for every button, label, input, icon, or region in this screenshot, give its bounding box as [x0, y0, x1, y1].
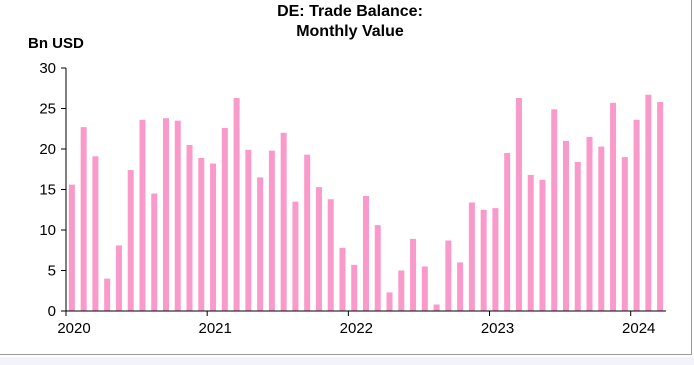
bar-2022-04: [386, 292, 393, 311]
bar-2024-02: [645, 94, 652, 311]
y-tick-label-0: 0: [48, 303, 56, 320]
x-tick-label-2021: 2021: [198, 320, 231, 337]
y-axis-label: Bn USD: [28, 35, 84, 52]
bar-2021-01: [210, 163, 217, 311]
bar-2021-04: [245, 149, 252, 311]
chart-title-line-1: DE: Trade Balance:: [277, 3, 423, 20]
bar-2020-07: [139, 119, 146, 311]
bar-2023-06: [551, 109, 558, 311]
bar-2024-03: [657, 102, 664, 312]
bar-2022-03: [374, 225, 381, 311]
bar-2023-08: [574, 161, 581, 311]
bar-2020-08: [151, 193, 158, 311]
bar-2022-11: [468, 202, 475, 311]
bar-2021-07: [280, 132, 287, 311]
bar-2023-03: [515, 97, 522, 311]
y-tick-label-20: 20: [39, 141, 56, 158]
y-tick-label-25: 25: [39, 101, 56, 118]
bar-2020-11: [186, 144, 193, 311]
bar-2021-08: [292, 201, 299, 311]
bar-2022-06: [410, 238, 417, 311]
bar-2022-02: [363, 195, 369, 311]
bar-2020-01: [68, 184, 75, 311]
bar-2023-04: [527, 174, 534, 311]
y-tick-label-10: 10: [39, 222, 56, 239]
bar-2020-03: [92, 156, 99, 311]
y-tick-label-15: 15: [39, 182, 56, 199]
bar-2023-09: [586, 136, 593, 311]
bar-2020-05: [115, 245, 122, 311]
bar-2020-04: [104, 278, 111, 311]
bar-2023-02: [504, 153, 511, 311]
bar-2023-12: [621, 157, 628, 311]
chart-title-line-2: Monthly Value: [296, 23, 404, 40]
bar-2022-12: [480, 209, 487, 311]
bar-2021-02: [221, 127, 228, 311]
bar-2021-03: [233, 97, 240, 311]
bar-2021-12: [339, 247, 346, 311]
bar-2022-01: [351, 264, 358, 311]
x-tick-label-2020: 2020: [57, 320, 90, 337]
bar-2020-12: [198, 157, 205, 311]
chart-frame: [0, 0, 692, 355]
bar-2021-05: [257, 177, 264, 311]
bar-2020-09: [163, 118, 169, 311]
bar-2023-10: [598, 146, 605, 311]
bar-2022-05: [398, 270, 405, 311]
bar-2024-01: [633, 119, 640, 311]
x-tick-label-2023: 2023: [481, 320, 514, 337]
bar-2020-06: [127, 170, 134, 311]
bar-2023-05: [539, 179, 546, 311]
x-tick-label-2022: 2022: [340, 320, 373, 337]
bottom-band: [0, 357, 694, 365]
bar-2020-02: [80, 127, 87, 311]
bar-2023-07: [563, 140, 569, 311]
bar-2020-10: [174, 120, 181, 312]
x-tick-label-2024: 2024: [622, 320, 655, 337]
bar-2022-07: [421, 266, 428, 311]
y-tick-label-5: 5: [48, 263, 56, 280]
chart-title: DE: Trade Balance: Monthly Value: [250, 2, 450, 42]
bar-2023-01: [492, 208, 499, 311]
bar-2022-08: [433, 304, 440, 311]
y-tick-label-30: 30: [39, 60, 56, 77]
bar-2021-06: [268, 150, 275, 311]
bar-2021-11: [327, 199, 334, 311]
bar-2021-10: [315, 187, 322, 311]
bar-2022-09: [445, 240, 452, 311]
bar-2021-09: [304, 154, 311, 311]
bar-2023-11: [610, 102, 617, 311]
bar-2022-10: [457, 262, 464, 311]
